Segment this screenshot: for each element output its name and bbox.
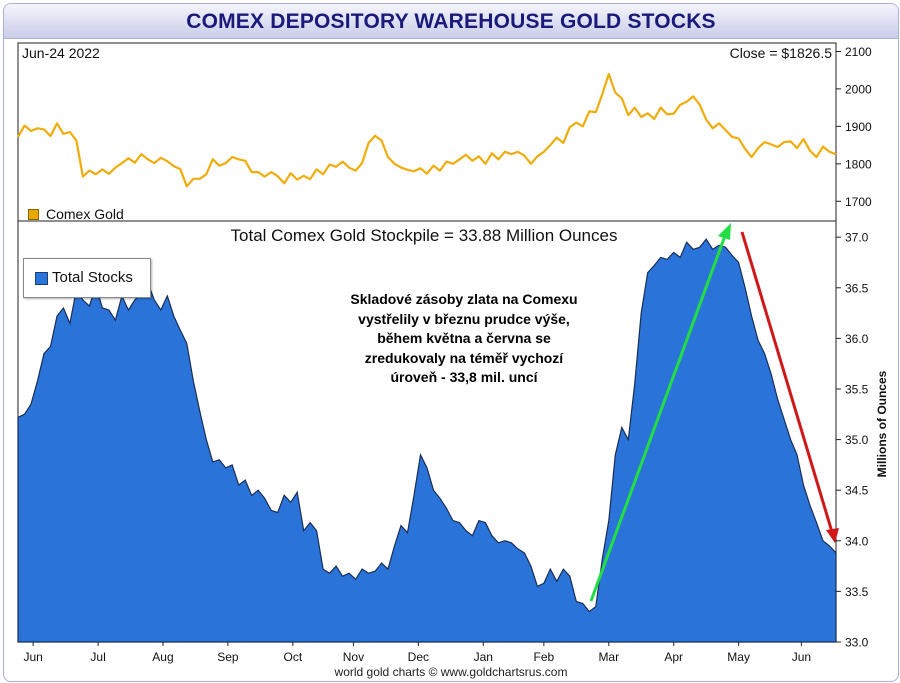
chart-svg: 1700 1800 1900 2000 2100 33.0 33.5 34.0 34.5 35.… — [17, 42, 889, 664]
gold-y-axis: 1700 1800 1900 2000 2100 — [836, 45, 872, 209]
gold-legend-swatch — [28, 209, 39, 220]
stocks-y-tick-label: 33.5 — [845, 585, 869, 599]
annotation-line: vystřelily v březnu prudce výše, — [358, 310, 570, 327]
x-tick-label: Jun — [792, 650, 811, 664]
stocks-y-tick-label: 33.0 — [845, 636, 869, 650]
stocks-y-tick-label: 34.5 — [845, 484, 869, 498]
gold-legend-label: Comex Gold — [46, 206, 124, 222]
gold-panel-frame — [17, 42, 837, 222]
x-axis: Jun Jul Aug Sep Oct Nov Dec Jan Feb Mar Apr May Jun — [23, 642, 811, 664]
stocks-y-tick-label: 36.0 — [845, 332, 869, 346]
gold-y-tick-label: 2000 — [845, 82, 872, 96]
stocks-legend: Total Stocks — [23, 258, 151, 298]
x-tick-label: Feb — [534, 650, 555, 664]
x-tick-label: Oct — [283, 650, 302, 664]
gold-y-tick-label: 2100 — [845, 45, 872, 59]
x-tick-label: Sep — [217, 650, 239, 664]
stockpile-subtitle: Total Comex Gold Stockpile = 33.88 Milli… — [231, 226, 618, 245]
title-bar: COMEX DEPOSITORY WAREHOUSE GOLD STOCKS — [4, 4, 898, 39]
page-title: COMEX DEPOSITORY WAREHOUSE GOLD STOCKS — [186, 10, 716, 33]
stocks-y-tick-label: 35.0 — [845, 433, 869, 447]
stocks-y-axis: 33.0 33.5 34.0 34.5 35.0 35.5 36.0 36.5 37.0 — [836, 231, 869, 650]
y-axis-label: Millions of Ounces — [875, 370, 889, 477]
x-tick-label: Aug — [152, 650, 173, 664]
down-trend-arrow — [740, 231, 839, 543]
stocks-y-tick-label: 34.0 — [845, 534, 869, 548]
chart-frame: COMEX DEPOSITORY WAREHOUSE GOLD STOCKS 1… — [3, 3, 899, 682]
stocks-legend-label: Total Stocks — [52, 269, 133, 286]
gold-y-tick-label: 1700 — [845, 195, 872, 209]
annotation-text: Skladové zásoby zlata na Comexu vystřeli… — [304, 290, 624, 388]
annotation-line: zredukovaly na téměř vychozí — [364, 349, 564, 366]
x-tick-label: Jan — [474, 650, 493, 664]
gold-y-tick-label: 1900 — [845, 120, 872, 134]
stocks-y-tick-label: 36.5 — [845, 281, 869, 295]
up-trend-arrow — [589, 223, 731, 602]
stocks-y-tick-label: 35.5 — [845, 382, 869, 396]
x-tick-label: May — [727, 650, 750, 664]
annotation-line: Skladové zásoby zlata na Comexu — [350, 291, 578, 307]
x-tick-label: Jul — [90, 650, 105, 664]
date-label: Jun-24 2022 — [22, 45, 100, 61]
gold-y-tick-label: 1800 — [845, 157, 872, 171]
stocks-area — [17, 238, 837, 643]
annotation-line: během května a června se — [377, 330, 551, 346]
footer-credit: world gold charts © www.goldchartsrus.co… — [334, 665, 568, 679]
close-label: Close = $1826.5 — [730, 45, 833, 61]
x-tick-label: Dec — [408, 650, 429, 664]
x-tick-label: Apr — [664, 650, 683, 664]
stocks-legend-swatch — [35, 272, 48, 285]
stocks-y-tick-label: 37.0 — [845, 231, 869, 245]
gold-price-line — [17, 72, 837, 188]
x-tick-label: Mar — [598, 650, 619, 664]
x-tick-label: Nov — [343, 650, 364, 664]
x-tick-label: Jun — [23, 650, 42, 664]
annotation-line: úroveň - 33,8 mil. uncí — [390, 369, 538, 385]
